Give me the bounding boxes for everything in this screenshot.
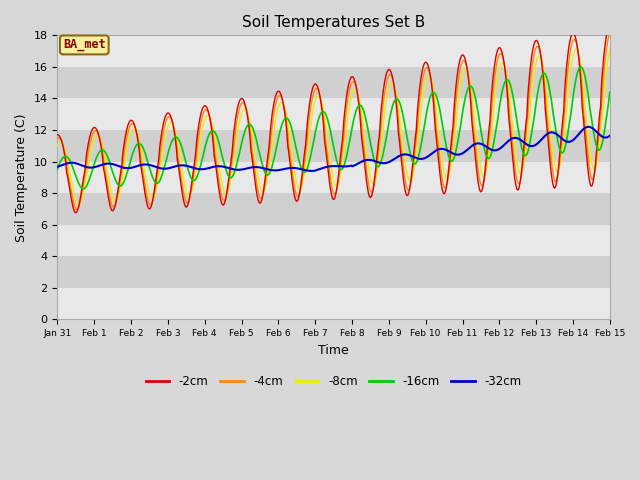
Bar — [58, 67, 610, 98]
Bar — [58, 98, 610, 130]
Bar — [58, 130, 610, 162]
Bar — [58, 256, 610, 288]
Bar — [58, 225, 610, 256]
Bar — [58, 288, 610, 319]
Text: BA_met: BA_met — [63, 38, 106, 51]
Bar — [58, 193, 610, 225]
Y-axis label: Soil Temperature (C): Soil Temperature (C) — [15, 113, 28, 241]
Bar — [58, 162, 610, 193]
Legend: -2cm, -4cm, -8cm, -16cm, -32cm: -2cm, -4cm, -8cm, -16cm, -32cm — [141, 371, 526, 393]
X-axis label: Time: Time — [318, 344, 349, 357]
Bar — [58, 36, 610, 67]
Title: Soil Temperatures Set B: Soil Temperatures Set B — [242, 15, 425, 30]
